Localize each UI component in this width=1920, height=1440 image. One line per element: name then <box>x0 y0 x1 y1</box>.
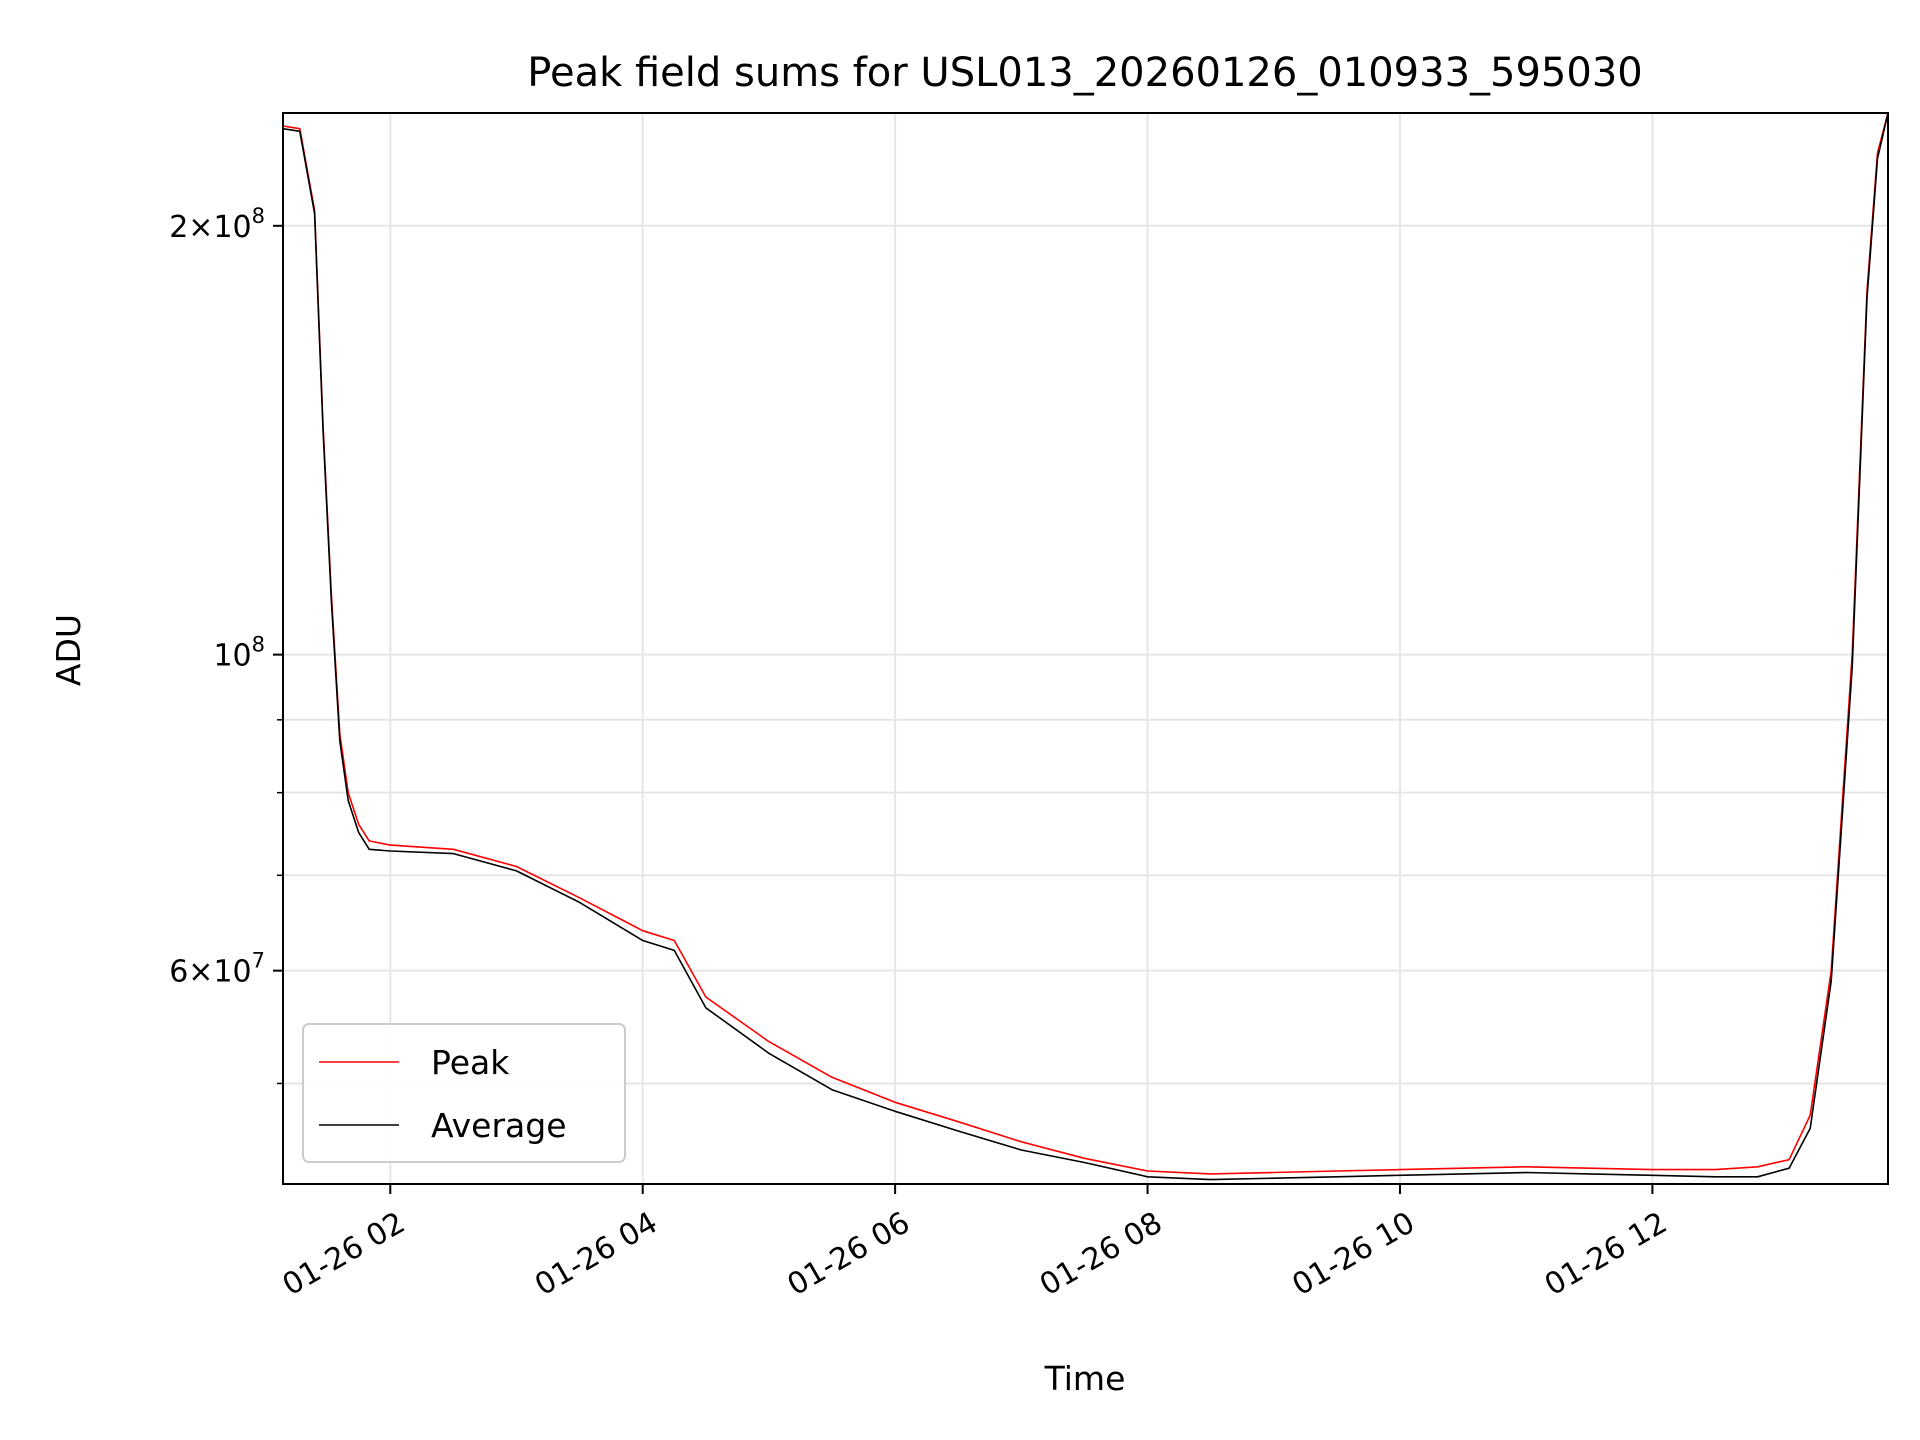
x-tick-label: 01-26 12 <box>1539 1205 1673 1303</box>
x-tick-label: 01-26 04 <box>529 1205 663 1303</box>
y-tick-label: 6×107 <box>169 949 265 990</box>
legend: Peak Average <box>302 1023 626 1163</box>
chart-title: Peak field sums for USL013_20260126_0109… <box>527 50 1642 96</box>
x-tick-label: 01-26 10 <box>1286 1205 1420 1303</box>
legend-box <box>302 1023 626 1163</box>
x-axis-label: Time <box>1044 1359 1126 1398</box>
legend-label-average: Average <box>431 1106 567 1145</box>
y-axis-label: ADU <box>49 614 88 686</box>
y-tick-label: 2×108 <box>169 204 265 245</box>
series-layer <box>283 113 1888 1181</box>
series-line-peak <box>283 113 1888 1175</box>
series-line-average <box>283 113 1888 1181</box>
plot-frame <box>282 112 1889 1185</box>
x-tick-label: 01-26 02 <box>277 1205 411 1303</box>
legend-label-peak: Peak <box>431 1043 510 1082</box>
x-tick-label: 01-26 08 <box>1034 1205 1168 1303</box>
x-tick-label: 01-26 06 <box>782 1205 916 1303</box>
y-tick-label: 108 <box>213 633 265 674</box>
grid <box>283 113 1888 1184</box>
